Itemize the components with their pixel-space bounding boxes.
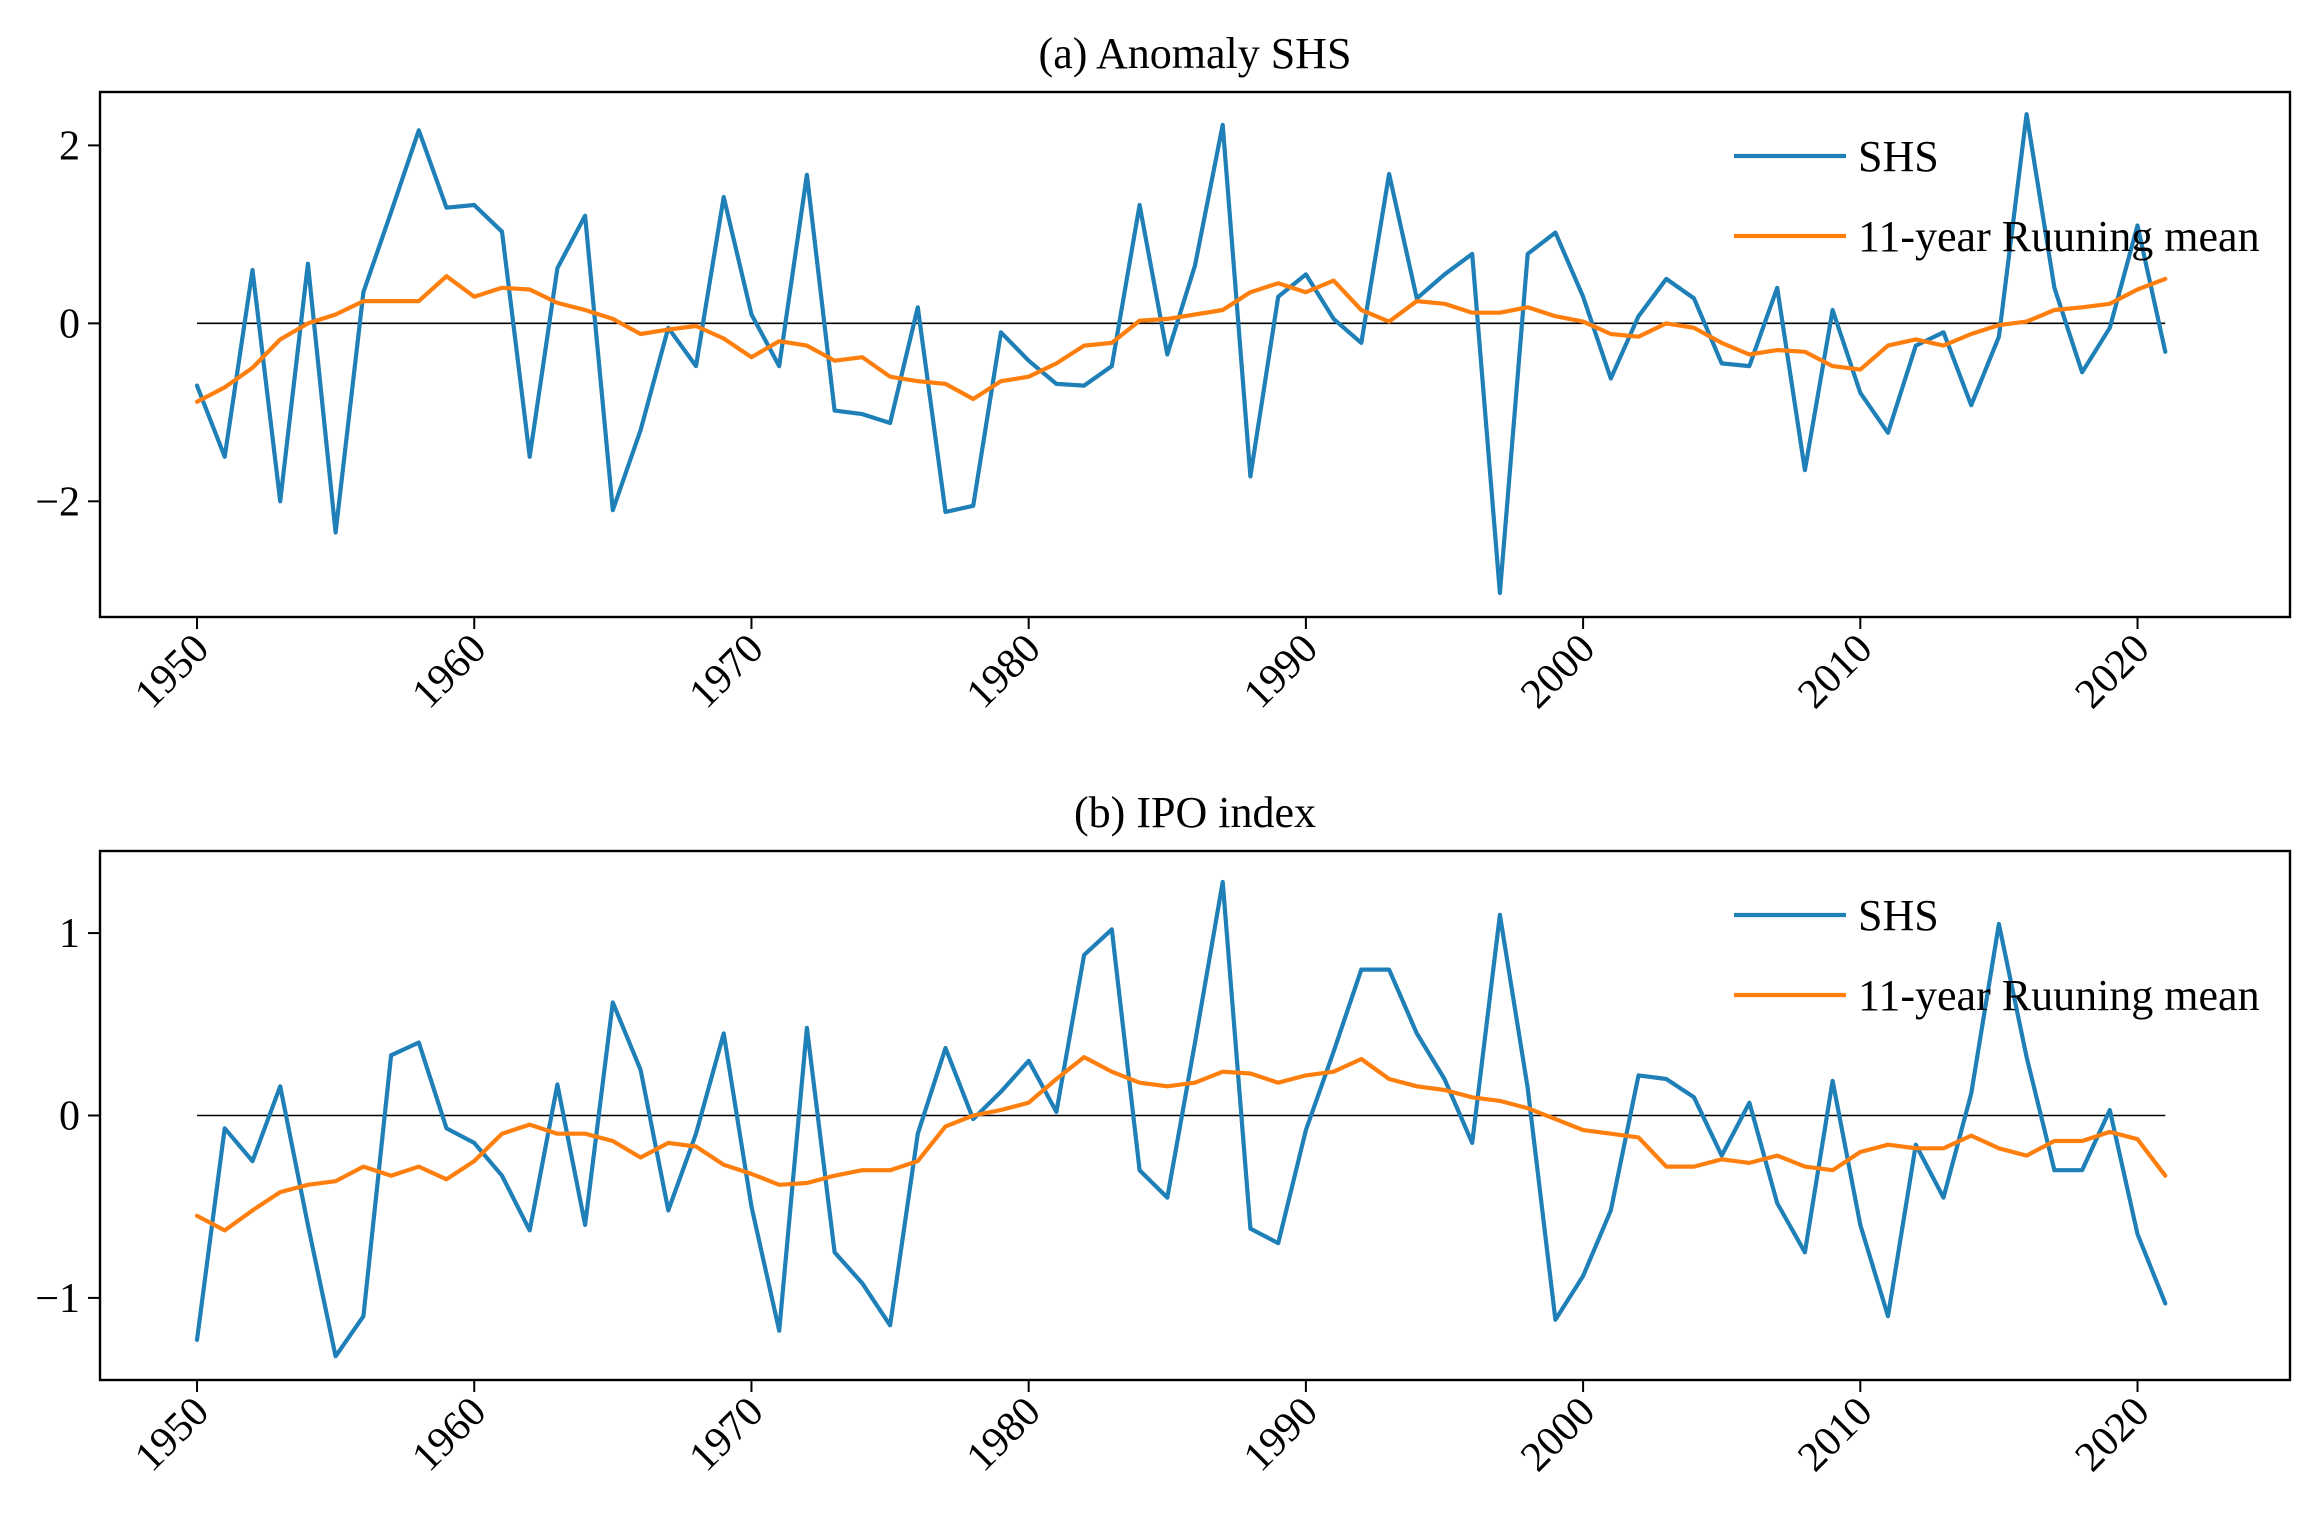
x-tick-label: 1980 <box>958 1389 1050 1481</box>
x-tick-label: 1960 <box>403 1389 495 1481</box>
x-tick-label: 2010 <box>1789 626 1881 718</box>
y-tick-label: 0 <box>59 301 80 347</box>
x-tick-label: 1980 <box>958 626 1050 718</box>
x-tick-label: 2000 <box>1512 626 1604 718</box>
x-tick-label: 2000 <box>1512 1389 1604 1481</box>
x-tick-label: 1990 <box>1235 1389 1327 1481</box>
x-tick-label: 1960 <box>403 626 495 718</box>
series-line-running-mean <box>194 274 2168 404</box>
y-tick-label: 0 <box>59 1094 80 1140</box>
y-tick-label: 1 <box>59 911 80 957</box>
x-tick-label: 2020 <box>2067 626 2159 718</box>
x-tick-label: 2020 <box>2067 1389 2159 1481</box>
y-tick-label: −2 <box>35 479 80 525</box>
x-tick-label: 1970 <box>681 1389 773 1481</box>
x-tick-label: 1970 <box>681 626 773 718</box>
chart-title: (a) Anomaly SHS <box>1039 29 1352 78</box>
series-line-shs <box>194 879 2168 1359</box>
x-tick-label: 1950 <box>126 626 218 718</box>
chart-title: (b) IPO index <box>1074 788 1316 837</box>
x-tick-label: 2010 <box>1789 1389 1881 1481</box>
series-line-running-mean <box>194 1054 2168 1233</box>
y-tick-label: 2 <box>59 123 80 169</box>
legend-label-running-mean: 11-year Ruuning mean <box>1858 212 2260 261</box>
legend-label-running-mean: 11-year Ruuning mean <box>1858 971 2260 1020</box>
legend-label-shs: SHS <box>1858 132 1939 181</box>
x-tick-label: 1990 <box>1235 626 1327 718</box>
x-tick-label: 1950 <box>126 1389 218 1481</box>
series-line-shs <box>194 112 2168 596</box>
plot-frame <box>98 90 2292 619</box>
y-tick-label: −1 <box>35 1276 80 1322</box>
legend-label-shs: SHS <box>1858 891 1939 940</box>
